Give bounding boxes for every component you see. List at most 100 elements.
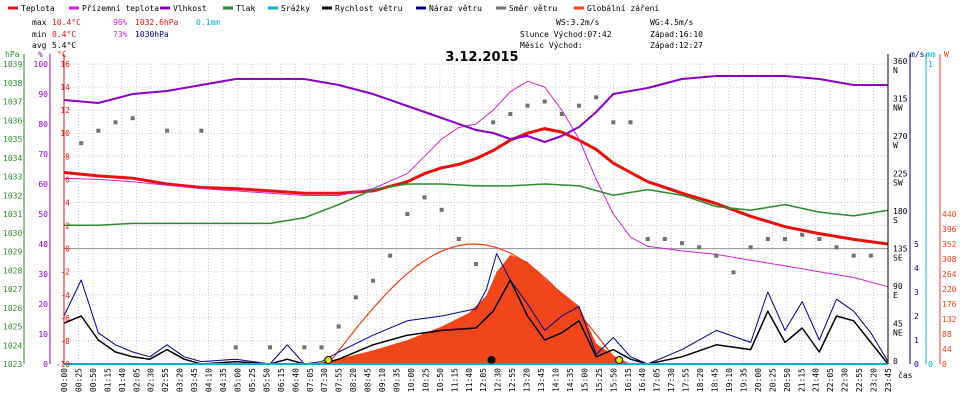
stats-block: max 10.4°C 96% 1032.6hPa 0.1mm min 0.4°C… (32, 18, 220, 50)
tick-deg-dir: S (893, 216, 898, 225)
wind-dir-point (559, 112, 564, 116)
tick-w: 264 (942, 270, 957, 279)
tick-pct: 70 (38, 150, 48, 159)
x-tick-label: 22:30 (841, 368, 850, 392)
tick-degc: 4 (65, 198, 70, 207)
x-tick-label: 07:05 (306, 368, 315, 392)
line-series (63, 75, 889, 365)
tick-degc: -8 (60, 337, 70, 346)
wind-dir-point (165, 128, 169, 133)
tick-w: 0 (942, 360, 947, 369)
wind-dir-point (748, 245, 753, 250)
wind-dir-point (662, 237, 667, 241)
x-tick-label: 09:35 (392, 368, 401, 392)
wind-dir-point (714, 253, 719, 258)
unit-cas: čas (898, 370, 913, 380)
tick-hpa: 1036 (3, 116, 22, 125)
series-line-pressure (64, 183, 889, 226)
x-tick-label: 16:40 (638, 368, 647, 392)
x-tick-label: 05:50 (262, 368, 271, 392)
tick-hpa: 1028 (3, 266, 22, 275)
legend-label-wind: Rychlost větru (335, 4, 403, 13)
x-tick-label: 23:20 (870, 368, 879, 392)
wind-dir-point (851, 253, 856, 258)
tick-degc: 12 (60, 106, 70, 115)
x-tick-label: 10:25 (421, 368, 430, 392)
wind-dir-point (422, 195, 427, 200)
max-press: 1032.6hPa (135, 18, 179, 27)
tick-deg-dir: SW (893, 179, 903, 188)
tick-degc: 14 (60, 83, 70, 92)
wind-dir-point (680, 241, 684, 246)
wind-dir-point (542, 99, 547, 104)
tick-degc: -2 (60, 268, 70, 277)
x-tick-label: 14:35 (566, 368, 575, 392)
x-tick-label: 19:35 (739, 368, 748, 392)
tick-degc: 8 (65, 152, 70, 161)
x-tick-label: 12:55 (508, 368, 517, 392)
x-tick-label: 00:50 (89, 368, 98, 392)
min-label: min (32, 30, 47, 39)
wind-dir-point (628, 120, 633, 125)
wind-dir-point (834, 245, 839, 250)
tick-degc: 10 (60, 129, 70, 138)
tick-pct: 10 (38, 330, 48, 339)
tick-deg: 135 (893, 245, 908, 254)
legend-label-gust: Náraz větru (429, 4, 482, 13)
x-tick-label: 03:45 (190, 368, 199, 392)
legend-label-pressure: Tlak (236, 4, 255, 13)
info-sun: Slunce Východ:07:42 (520, 30, 612, 39)
x-tick-label: 05:25 (248, 368, 257, 392)
x-tick-label: 11:40 (465, 368, 474, 392)
tick-hpa: 1024 (3, 341, 22, 350)
wind-dir-point (302, 345, 307, 350)
wind-dir-point (388, 253, 393, 258)
tick-mm: 1 (928, 60, 933, 69)
wind-dir-point (783, 237, 787, 241)
wind-dir-point (199, 128, 204, 133)
tick-deg: 0 (893, 357, 898, 366)
series-line-humidity (63, 75, 888, 143)
x-tick-label: 05:00 (233, 368, 242, 392)
x-tick-label: 17:30 (667, 368, 676, 392)
x-tick-label: 22:55 (855, 368, 864, 392)
wind-dir-point (130, 116, 135, 121)
tick-pct: 50 (38, 210, 48, 219)
sun-moon-markers (324, 356, 624, 364)
moonset-marker (487, 356, 496, 364)
tick-deg-dir: SE (893, 254, 903, 263)
tick-hpa: 1037 (3, 98, 22, 107)
tick-deg-dir: NW (893, 104, 903, 113)
series-line-feels (63, 80, 889, 288)
wind-dir-point (868, 253, 873, 258)
x-tick-label: 02:05 (132, 368, 141, 392)
tick-hpa: 1027 (3, 285, 22, 294)
legend-label-dir: Směr větru (509, 4, 557, 13)
tick-pct: 90 (38, 90, 48, 99)
tick-w: 220 (942, 285, 957, 294)
wind-dir-point (817, 237, 822, 241)
tick-hpa: 1039 (3, 60, 22, 69)
x-tick-label: 10:50 (436, 368, 445, 392)
wind-dir-point (611, 120, 616, 125)
x-tick-label: 06:15 (277, 368, 286, 392)
x-tick-label: 17:05 (653, 368, 662, 392)
chart-title: 3.12.2015 (445, 50, 518, 65)
x-tick-label: 21:15 (797, 368, 806, 392)
axis-units: hPa % °C m/s mm W čas (5, 50, 949, 380)
tick-w: 176 (942, 300, 957, 309)
wind-dir-point (79, 141, 84, 146)
tick-w: 308 (942, 255, 957, 264)
solar-series (314, 243, 631, 365)
x-tick-label: 21:40 (812, 368, 821, 392)
tick-deg: 315 (893, 95, 908, 104)
avg-temp: 5.4°C (52, 41, 76, 50)
unit-pct: % (38, 50, 43, 59)
legend-label-temp: Teplota (21, 4, 55, 13)
info-moon: Měsíc Východ: (520, 41, 583, 50)
solar-clear-sky-curve (327, 243, 620, 365)
tick-hpa: 1033 (3, 173, 22, 182)
legend-label-rain: Srážky (281, 4, 310, 13)
tick-hpa: 1030 (3, 229, 22, 238)
